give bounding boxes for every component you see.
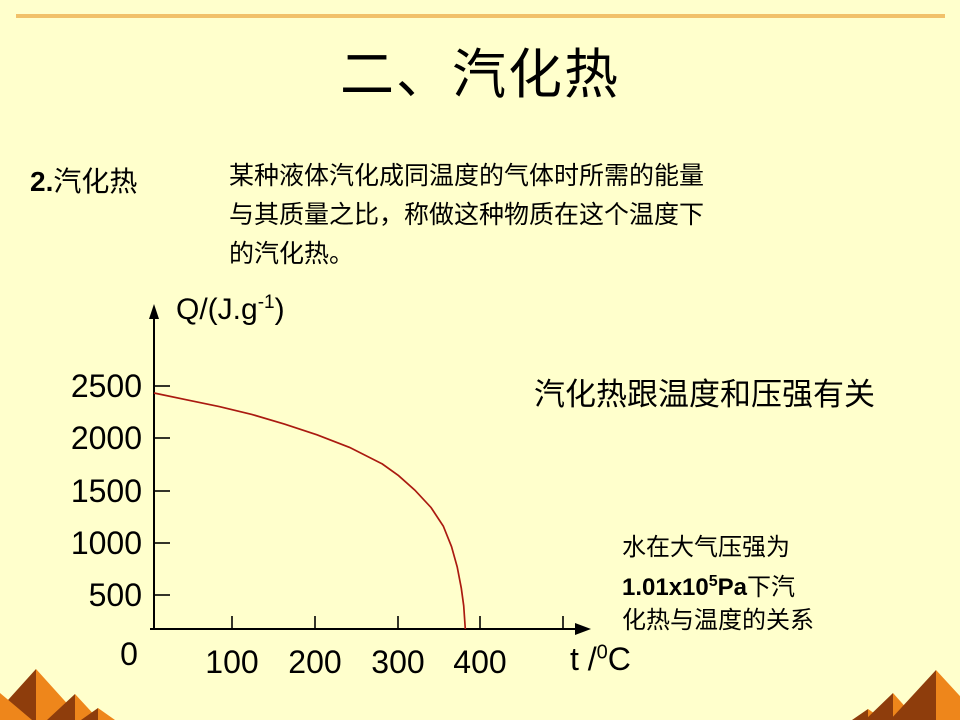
section-number: 2. — [30, 166, 54, 197]
x-tick-400: 400 — [453, 644, 507, 680]
y-axis-arrow-icon — [149, 304, 159, 319]
note-text: 汽化热跟温度和压强有关 — [534, 377, 875, 412]
pressure-exponent: 5 — [708, 573, 718, 590]
caption-line-3: 化热与温度的关系 — [622, 608, 814, 634]
caption-line-1: 水在大气压强为 — [622, 535, 790, 561]
definition-line-2: 与其质量之比，称做这种物质在这个温度下 — [229, 202, 705, 229]
x-axis-arrow-icon — [575, 623, 591, 635]
bottom-left-mountains-decoration — [0, 669, 115, 720]
y-tick-500: 500 — [88, 577, 142, 613]
definition-line-3: 的汽化热。 — [229, 241, 355, 268]
y-axis — [149, 304, 170, 630]
x-tick-100: 100 — [205, 644, 259, 680]
y-tick-2000: 2000 — [70, 420, 142, 456]
caption-text: 水在大气压强为 1.01x105Pa下汽 化热与温度的关系 — [622, 532, 902, 638]
origin-label: 0 — [120, 636, 138, 672]
section-label: 2.汽化热 — [30, 160, 137, 200]
vaporization-heat-curve — [153, 392, 467, 630]
y-tick-1000: 1000 — [70, 525, 142, 561]
section-text: 汽化热 — [53, 167, 138, 198]
caption-line-2: 1.01x105Pa下汽 — [622, 565, 902, 605]
x-tick-200: 200 — [288, 644, 342, 680]
slide-title: 二、汽化热 — [340, 45, 620, 105]
x-axis-label-superscript: 0 — [596, 641, 608, 664]
x-tick-300: 300 — [371, 644, 425, 680]
x-axis — [150, 616, 591, 635]
y-axis-label-superscript: -1 — [257, 292, 275, 313]
caption-line-2-rest: 下汽 — [747, 575, 796, 601]
definition-text: 某种液体汽化成同温度的气体时所需的能量 与其质量之比，称做这种物质在这个温度下 … — [229, 157, 709, 274]
x-axis-label: t /0C — [570, 641, 631, 677]
top-rule — [16, 14, 945, 18]
y-tick-2500: 2500 — [70, 368, 142, 404]
pressure-value: 1.01x10 — [622, 574, 709, 601]
y-axis-label: Q/(J.g-1) — [176, 292, 285, 326]
y-tick-1500: 1500 — [70, 473, 142, 509]
definition-line-1: 某种液体汽化成同温度的气体时所需的能量 — [229, 163, 705, 190]
bottom-right-mountains-decoration — [852, 670, 960, 720]
pressure-unit: Pa — [717, 574, 748, 601]
